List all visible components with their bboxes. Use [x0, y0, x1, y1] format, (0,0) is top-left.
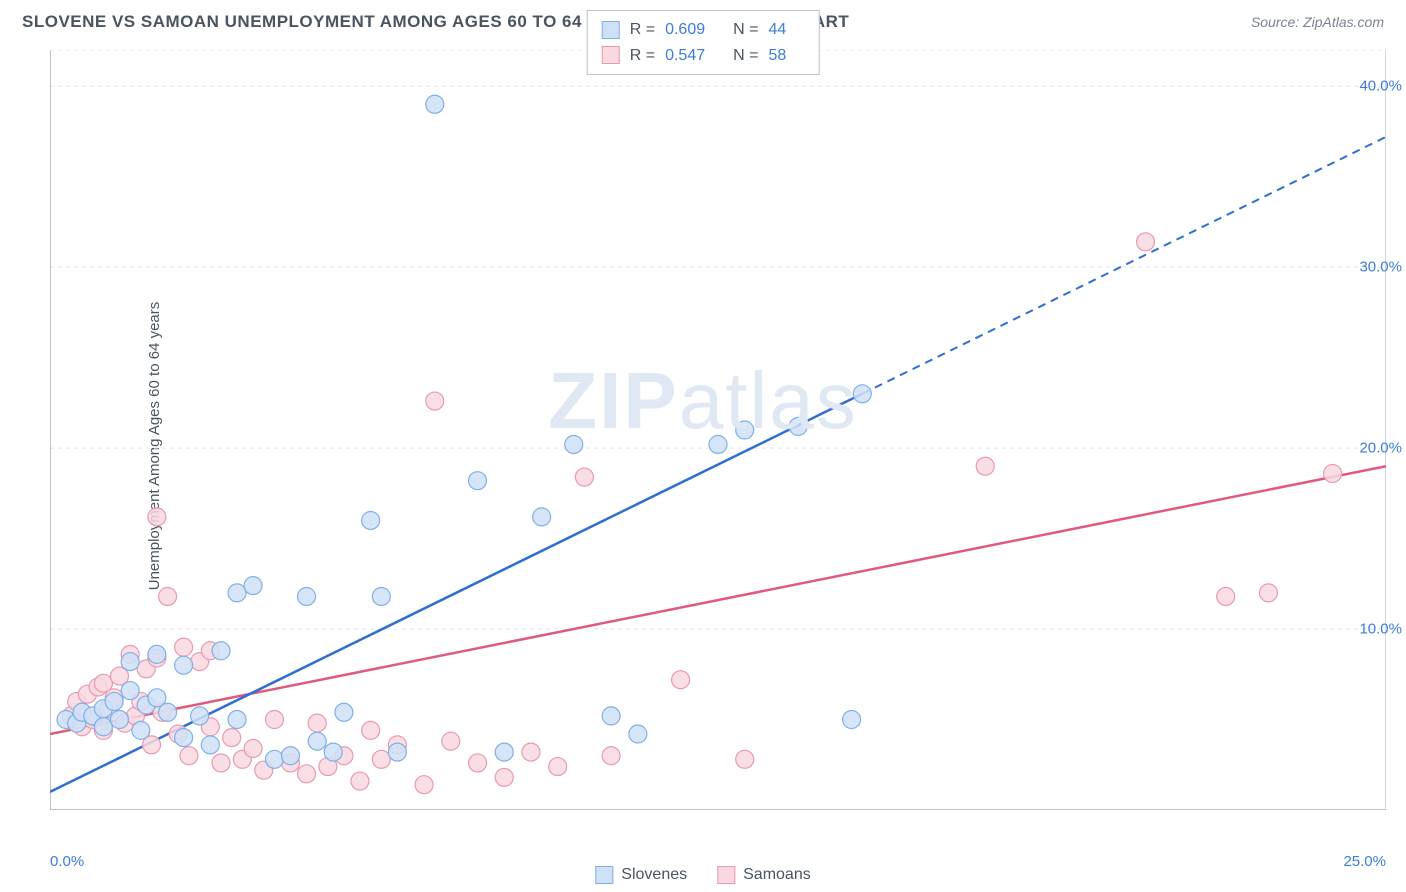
legend-item-samoans: Samoans — [717, 866, 811, 884]
y-tick-label: 30.0% — [1359, 259, 1402, 276]
y-tick-label: 20.0% — [1359, 440, 1402, 457]
scatter-plot — [50, 50, 1386, 810]
swatch-samoans — [602, 46, 620, 64]
legend-item-slovenes: Slovenes — [595, 866, 687, 884]
stats-row-slovenes: R = 0.609 N = 44 — [602, 17, 805, 43]
swatch-slovenes — [602, 21, 620, 39]
swatch-samoans-icon — [717, 866, 735, 884]
y-tick-label: 10.0% — [1359, 621, 1402, 638]
x-tick-max: 25.0% — [1343, 853, 1386, 870]
y-tick-label: 40.0% — [1359, 78, 1402, 95]
bottom-legend: Slovenes Samoans — [595, 866, 810, 884]
source-label: Source: ZipAtlas.com — [1251, 14, 1384, 30]
swatch-slovenes-icon — [595, 866, 613, 884]
stats-row-samoans: R = 0.547 N = 58 — [602, 43, 805, 69]
stats-legend: R = 0.609 N = 44 R = 0.547 N = 58 — [587, 10, 820, 75]
x-tick-min: 0.0% — [50, 853, 84, 870]
